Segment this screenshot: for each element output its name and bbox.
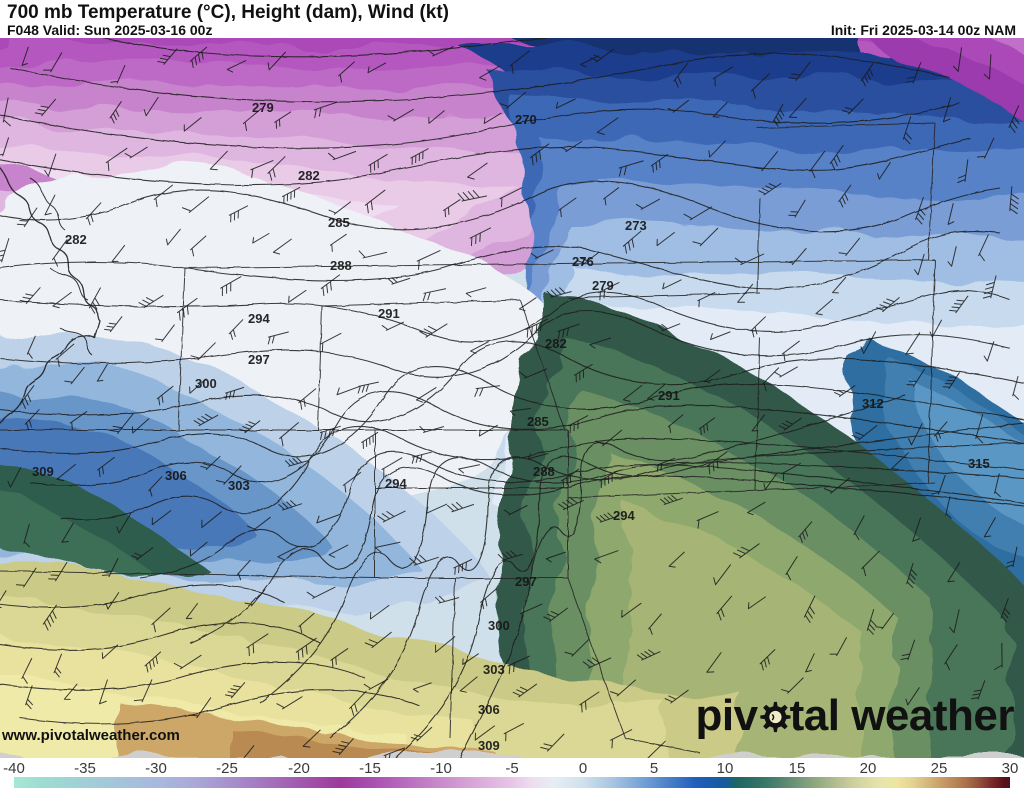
svg-text:294: 294	[385, 476, 407, 491]
svg-text:282: 282	[545, 336, 567, 351]
svg-text:315: 315	[968, 456, 990, 471]
svg-text:297: 297	[515, 574, 537, 589]
svg-text:309: 309	[478, 738, 500, 753]
svg-text:303: 303	[228, 478, 250, 493]
svg-text:285: 285	[527, 414, 549, 429]
svg-text:273: 273	[625, 218, 647, 233]
svg-text:312: 312	[862, 396, 884, 411]
svg-text:291: 291	[658, 388, 680, 403]
svg-text:303: 303	[483, 662, 505, 677]
svg-text:276: 276	[572, 254, 594, 269]
svg-text:288: 288	[533, 464, 555, 479]
svg-text:279: 279	[252, 100, 274, 115]
svg-text:282: 282	[65, 232, 87, 247]
svg-text:300: 300	[488, 618, 510, 633]
svg-text:291: 291	[378, 306, 400, 321]
svg-text:279: 279	[592, 278, 614, 293]
svg-text:306: 306	[165, 468, 187, 483]
svg-text:309: 309	[32, 464, 54, 479]
svg-text:294: 294	[248, 311, 270, 326]
svg-text:300: 300	[195, 376, 217, 391]
svg-text:297: 297	[248, 352, 270, 367]
svg-text:285: 285	[328, 215, 350, 230]
svg-text:306: 306	[478, 702, 500, 717]
svg-text:294: 294	[613, 508, 635, 523]
svg-text:270: 270	[515, 112, 537, 127]
svg-text:282: 282	[298, 168, 320, 183]
svg-text:288: 288	[330, 258, 352, 273]
